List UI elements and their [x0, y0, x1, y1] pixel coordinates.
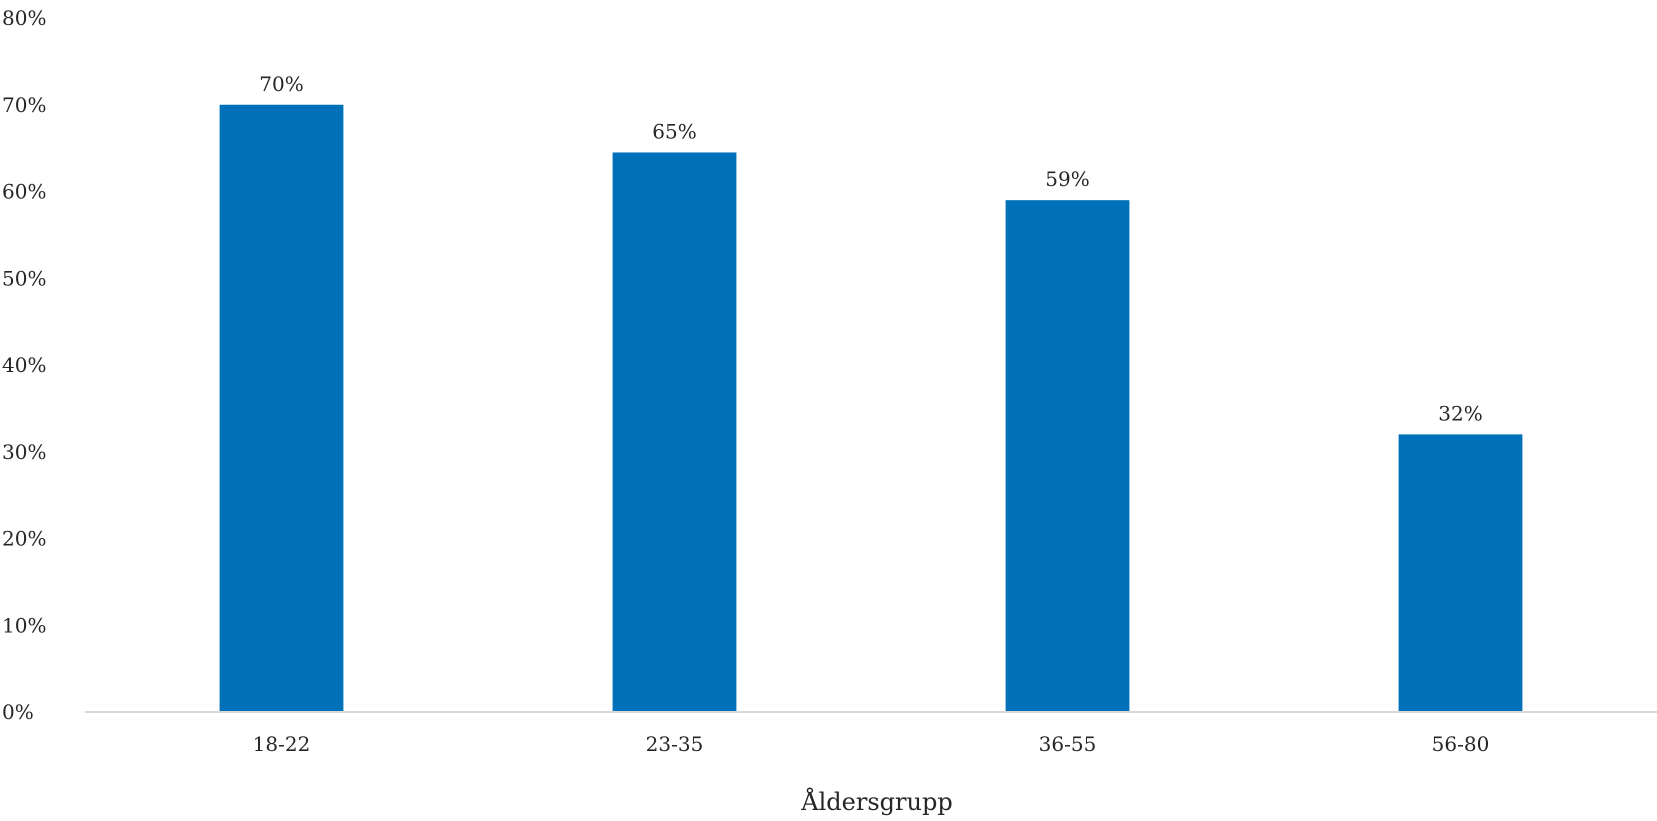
bar — [612, 152, 737, 712]
data-label: 65% — [652, 119, 696, 143]
y-tick-label: 80% — [2, 6, 46, 30]
data-label: 32% — [1438, 401, 1482, 425]
y-axis-ticks: 0% 10% 20% 30% 40% 50% 60% 70% 80% — [2, 6, 46, 724]
x-category-label: 23-35 — [646, 732, 704, 756]
y-tick-label: 60% — [2, 180, 46, 204]
y-tick-label: 0% — [2, 700, 34, 724]
y-tick-label: 40% — [2, 353, 46, 377]
data-label: 70% — [259, 72, 303, 96]
bars — [219, 104, 1523, 713]
y-tick-label: 50% — [2, 266, 46, 290]
x-axis-title: Åldersgrupp — [800, 787, 952, 816]
bar — [1005, 200, 1130, 713]
x-axis-categories: 18-22 23-35 36-55 56-80 — [253, 732, 1490, 756]
x-category-label: 56-80 — [1432, 732, 1490, 756]
data-labels: 70% 65% 59% 32% — [259, 72, 1482, 426]
bar — [219, 104, 344, 712]
x-category-label: 36-55 — [1039, 732, 1097, 756]
y-tick-label: 10% — [2, 613, 46, 637]
bar — [1398, 434, 1523, 712]
y-tick-label: 30% — [2, 440, 46, 464]
data-label: 59% — [1045, 167, 1089, 191]
x-category-label: 18-22 — [253, 732, 311, 756]
y-tick-label: 20% — [2, 527, 46, 551]
y-tick-label: 70% — [2, 93, 46, 117]
